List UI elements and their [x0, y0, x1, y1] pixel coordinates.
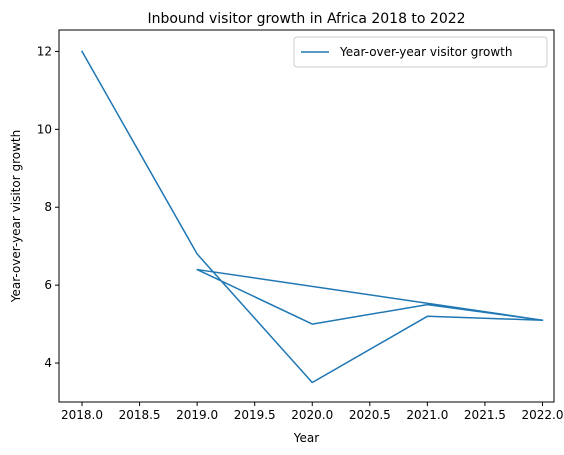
- x-tick-label: 2018.0: [61, 408, 103, 422]
- y-ticks: 4 6 8 10 12: [37, 44, 59, 370]
- legend: Year-over-year visitor growth: [293, 36, 548, 68]
- y-tick-label: 4: [44, 356, 52, 370]
- chart-title: Inbound visitor growth in Africa 2018 to…: [147, 11, 465, 27]
- plot-frame: [58, 29, 555, 403]
- x-ticks: 2018.0 2018.5 2019.0 2019.5 2020.0 2020.5 2021…: [61, 402, 563, 422]
- series-layer: [80, 50, 544, 384]
- x-tick-label: 2019.5: [234, 408, 276, 422]
- x-tick-label: 2020.5: [349, 408, 391, 422]
- x-tick-label: 2018.5: [119, 408, 161, 422]
- legend-entry: Year-over-year visitor growth: [339, 45, 512, 59]
- x-tick-label: 2021.5: [464, 408, 506, 422]
- y-axis-label: Year-over-year visitor growth: [9, 130, 23, 303]
- y-tick-label: 6: [44, 278, 52, 292]
- y-tick-label: 10: [37, 122, 52, 136]
- y-tick-label: 8: [44, 200, 52, 214]
- series-line-0: [80, 50, 544, 384]
- x-tick-label: 2021.0: [406, 408, 448, 422]
- x-axis-label: Year: [293, 431, 319, 445]
- legend-box: [293, 36, 548, 68]
- x-tick-label: 2022.0: [521, 408, 563, 422]
- x-tick-label: 2020.0: [291, 408, 333, 422]
- y-tick-label: 12: [37, 44, 52, 58]
- plot-background: [59, 30, 554, 402]
- x-tick-label: 2019.0: [176, 408, 218, 422]
